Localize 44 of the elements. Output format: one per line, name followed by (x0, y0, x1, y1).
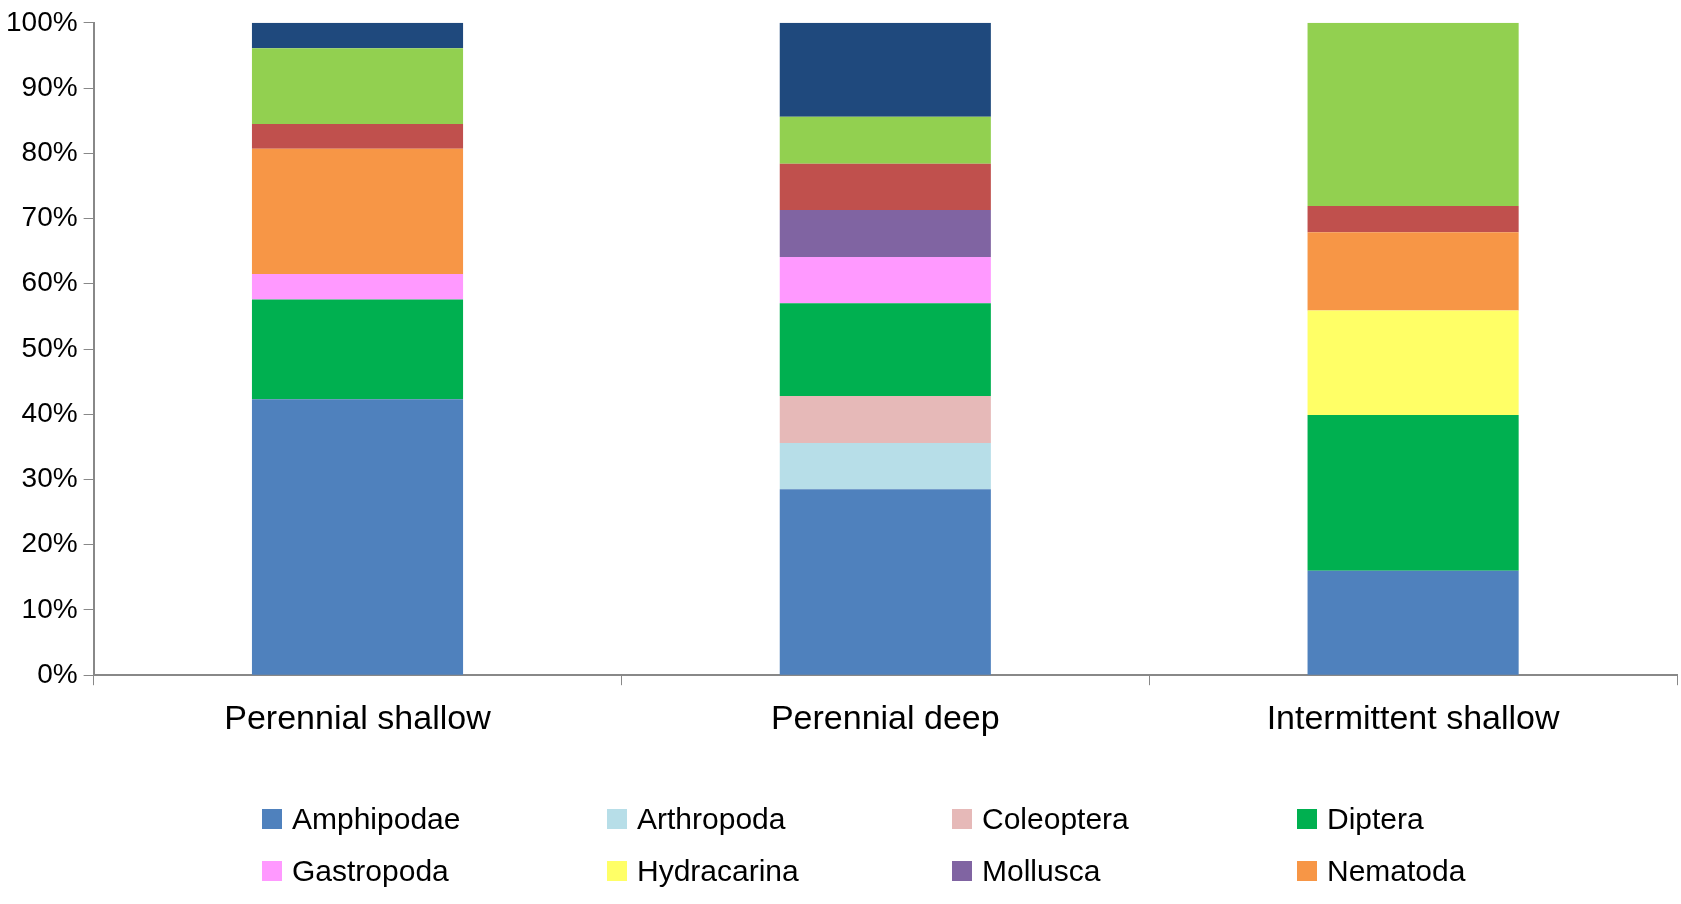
bar (251, 273, 464, 300)
legend-label: Coleoptera (982, 802, 1129, 836)
bar (1307, 570, 1519, 675)
x-tick-label: Perennial deep (770, 697, 1000, 736)
legend-label: Mollusca (982, 854, 1101, 888)
bar (1307, 206, 1519, 233)
x-tick-label: Perennial shallow (224, 697, 492, 736)
bar (1307, 232, 1519, 311)
y-tick-label: 30% (21, 462, 78, 494)
bar (251, 123, 464, 149)
bar (779, 210, 991, 258)
bar (779, 442, 991, 490)
y-tick-label: 20% (21, 527, 78, 559)
bar (1307, 22, 1519, 207)
bar (1307, 310, 1519, 415)
legend-label: Arthropoda (637, 802, 786, 836)
bar (779, 395, 991, 443)
y-tick-label: 60% (21, 266, 78, 298)
legend-label: Hydracarina (637, 854, 799, 888)
bar (251, 48, 464, 124)
x-tick-label: Intermittent shallow (1266, 697, 1560, 736)
y-tick-label: 80% (21, 136, 78, 167)
bar (251, 399, 464, 675)
y-tick-label: 50% (21, 331, 78, 363)
bar (779, 116, 991, 164)
bar (779, 489, 991, 675)
legend-label: Nematoda (1327, 854, 1466, 888)
bar (251, 22, 464, 49)
legend-label: Amphipodae (292, 802, 461, 836)
legend-label: Diptera (1327, 802, 1424, 836)
bar (779, 303, 991, 396)
y-tick-label: 70% (21, 201, 78, 233)
y-tick-label: 90% (21, 70, 78, 102)
bar (1307, 414, 1519, 571)
y-tick-label: 100% (5, 5, 78, 37)
bar (779, 163, 991, 211)
legend-label: Gastropoda (292, 854, 449, 888)
bar (779, 22, 991, 117)
bar (779, 257, 991, 304)
y-tick-label: 10% (21, 592, 78, 624)
bar (251, 299, 464, 400)
y-tick-label: 40% (21, 396, 78, 428)
bar (251, 148, 464, 274)
y-tick-label: 0% (37, 657, 78, 689)
